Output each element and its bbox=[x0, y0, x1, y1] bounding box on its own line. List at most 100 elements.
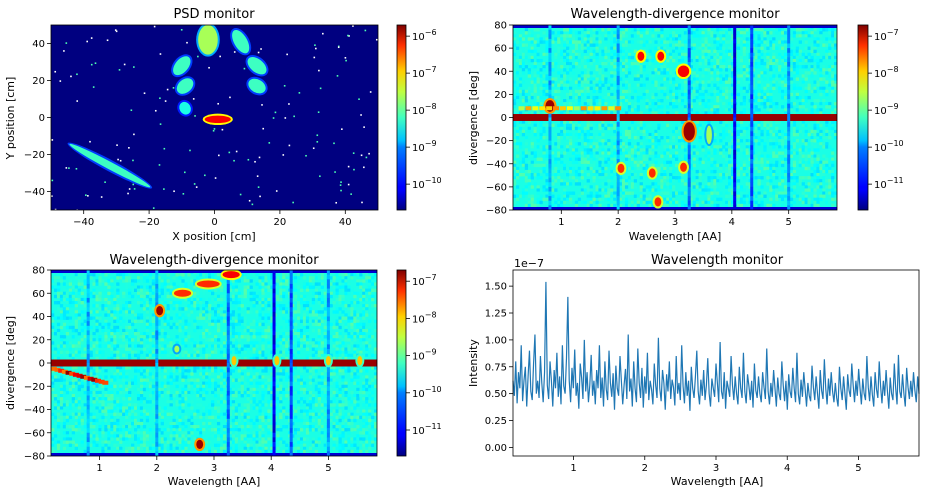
heatmap-cell bbox=[722, 55, 726, 60]
heatmap-cell bbox=[95, 322, 99, 327]
heatmap-cell bbox=[801, 83, 805, 87]
heatmap-cell bbox=[804, 108, 808, 112]
heatmap-cell bbox=[834, 62, 837, 66]
heatmap-cell bbox=[730, 166, 735, 171]
heatmap-cell bbox=[92, 443, 96, 447]
heatmap-cell bbox=[119, 325, 123, 330]
heatmap-cell bbox=[92, 304, 96, 308]
heatmap-cell bbox=[689, 173, 693, 177]
heatmap-cell bbox=[813, 148, 817, 152]
heatmap-cell bbox=[533, 111, 537, 115]
heatmap-cell bbox=[660, 77, 664, 81]
heatmap-cell bbox=[116, 443, 120, 447]
heatmap-cell bbox=[713, 89, 717, 94]
heatmap-cell bbox=[95, 282, 99, 286]
heatmap-cell bbox=[669, 203, 673, 208]
heatmap-cell bbox=[704, 40, 708, 44]
heatmap-cell bbox=[89, 443, 93, 447]
heatmap-cell bbox=[710, 176, 714, 180]
heatmap-cell bbox=[627, 105, 632, 109]
heatmap-cell bbox=[719, 108, 723, 112]
heatmap-cell bbox=[566, 65, 570, 69]
heatmap-cell bbox=[660, 34, 664, 38]
heatmap-cell bbox=[725, 92, 729, 97]
heatmap-cell bbox=[125, 307, 129, 311]
heatmap-cell bbox=[783, 43, 788, 47]
heatmap-cell bbox=[545, 111, 549, 115]
heatmap-cell bbox=[698, 173, 702, 177]
heatmap-cell bbox=[798, 62, 802, 66]
heatmap-cell bbox=[113, 412, 117, 416]
heatmap-cell bbox=[657, 169, 661, 174]
vertical-line bbox=[616, 131, 620, 137]
heatmap-cell bbox=[122, 294, 126, 299]
heatmap-cell bbox=[801, 99, 805, 103]
heatmap-cell bbox=[610, 74, 614, 78]
heatmap-cell bbox=[792, 65, 797, 69]
heatmap-cell bbox=[633, 203, 638, 208]
heatmap-cell bbox=[672, 176, 676, 180]
heatmap-cell bbox=[598, 111, 602, 115]
heatmap-cell bbox=[545, 77, 549, 81]
heatmap-cell bbox=[104, 319, 108, 323]
heatmap-cell bbox=[816, 58, 820, 63]
heatmap-cell bbox=[116, 418, 120, 423]
heatmap-cell bbox=[583, 136, 587, 140]
heatmap-cell bbox=[545, 160, 549, 165]
heatmap-cell bbox=[92, 381, 96, 385]
heatmap-cell bbox=[104, 446, 108, 451]
heatmap-cell bbox=[692, 157, 696, 161]
heatmap-cell bbox=[110, 437, 114, 441]
heatmap-cell bbox=[604, 37, 608, 41]
heatmap-cell bbox=[586, 68, 590, 72]
heatmap-cell bbox=[798, 151, 802, 155]
heatmap-cell bbox=[775, 58, 779, 63]
heatmap-cell bbox=[62, 297, 67, 302]
heatmap-cell bbox=[51, 449, 55, 454]
heatmap-cell bbox=[589, 151, 593, 155]
heatmap-cell bbox=[563, 188, 567, 192]
heatmap-cell bbox=[563, 102, 567, 106]
heatmap-cell bbox=[822, 111, 826, 115]
heatmap-speckle bbox=[163, 147, 166, 150]
heatmap-cell bbox=[110, 409, 114, 413]
heatmap-cell bbox=[83, 366, 87, 370]
heatmap-cell bbox=[589, 139, 593, 143]
heatmap-cell bbox=[781, 191, 785, 195]
heatmap-cell bbox=[713, 132, 717, 137]
vertical-line bbox=[733, 103, 737, 109]
heatmap-cell bbox=[98, 297, 102, 302]
heatmap-cell bbox=[789, 166, 794, 171]
heatmap-cell bbox=[648, 136, 652, 140]
heatmap-cell bbox=[539, 86, 543, 91]
vertical-line bbox=[733, 186, 737, 192]
heatmap-cell bbox=[651, 132, 655, 137]
vertical-line bbox=[733, 159, 737, 165]
heatmap-cell bbox=[695, 58, 699, 63]
heatmap-cell bbox=[74, 403, 78, 407]
heatmap-speckle bbox=[229, 96, 231, 99]
colorbar-tick-label: 10−11 bbox=[874, 176, 904, 191]
heatmap-cell bbox=[801, 148, 805, 152]
heatmap-cell bbox=[513, 83, 517, 87]
heatmap-cell bbox=[819, 179, 823, 183]
heatmap-cell bbox=[766, 95, 770, 100]
heatmap-cell bbox=[107, 440, 111, 444]
heatmap-cell bbox=[542, 74, 546, 78]
heatmap-cell bbox=[645, 200, 649, 205]
heatmap-cell bbox=[515, 58, 520, 63]
vertical-line bbox=[687, 80, 691, 86]
heatmap-cell bbox=[95, 369, 99, 373]
heatmap-cell bbox=[642, 166, 646, 171]
heatmap-cell bbox=[51, 353, 55, 358]
heatmap-speckle bbox=[256, 175, 259, 177]
heatmap-cell bbox=[619, 95, 623, 100]
heatmap-cell bbox=[545, 74, 549, 78]
heatmap-cell bbox=[533, 92, 537, 97]
heatmap-cell bbox=[62, 276, 67, 280]
heatmap-cell bbox=[113, 310, 117, 314]
heatmap-cell bbox=[624, 179, 629, 183]
heatmap-cell bbox=[742, 92, 746, 97]
heatmap-cell bbox=[763, 34, 767, 38]
heatmap-cell bbox=[113, 338, 117, 342]
